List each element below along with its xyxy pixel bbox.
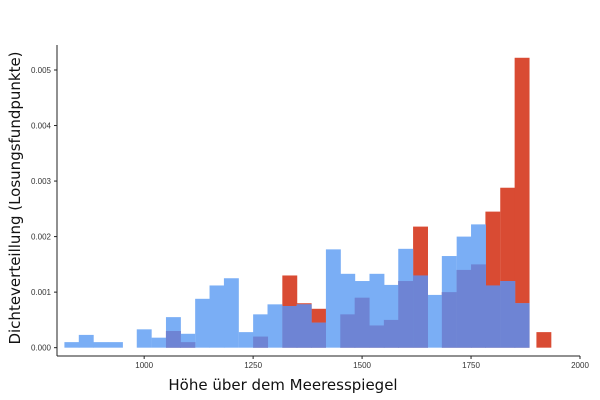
bar-series-1-bin-13 [267, 304, 283, 348]
bar-overlap-bin-17 [514, 303, 530, 348]
bar-overlap-bin-12 [441, 292, 457, 348]
bar-overlap-bin-2 [253, 336, 269, 348]
bar-overlap-bin-5 [311, 322, 326, 348]
bar-series-1-bin-10 [223, 278, 239, 348]
bar-series-0-bin-17 [514, 57, 530, 348]
y-tick-label: 0.001 [31, 288, 52, 297]
histogram-bars [64, 57, 552, 348]
bar-overlap-bin-13 [456, 269, 472, 348]
bar-series-1-bin-24 [427, 294, 443, 348]
x-tick-label: 1000 [135, 361, 153, 370]
y-tick-label: 0.000 [31, 344, 52, 353]
bar-overlap-bin-16 [500, 281, 516, 348]
bar-series-1-bin-0 [64, 342, 80, 348]
bar-overlap-bin-14 [471, 264, 486, 348]
bar-overlap-bin-7 [354, 297, 370, 348]
y-tick-label: 0.005 [31, 66, 52, 75]
bar-overlap-bin-15 [485, 285, 501, 348]
bar-series-1-bin-3 [107, 342, 123, 348]
bar-overlap-bin-4 [296, 304, 312, 348]
bar-series-1-bin-1 [78, 334, 94, 348]
bar-overlap-bin-3 [282, 306, 298, 348]
bar-series-1-bin-4 [136, 329, 152, 348]
y-tick-label: 0.003 [31, 177, 52, 186]
bar-series-1-bin-2 [93, 342, 109, 348]
y-tick-label: 0.002 [31, 233, 52, 242]
x-tick-label: 1500 [353, 361, 371, 370]
bar-overlap-bin-10 [398, 281, 414, 348]
bar-series-1-bin-9 [209, 285, 225, 348]
tick-labels: 1000 1250 1500 1750 2000 0.000 0.001 0.002 0.003… [31, 66, 589, 370]
x-tick-label: 1250 [244, 361, 262, 370]
bar-overlap-bin-1 [180, 342, 196, 348]
bar-overlap-bin-9 [383, 319, 399, 348]
bar-overlap-bin-0 [165, 331, 181, 348]
bar-series-1-bin-17 [325, 249, 341, 348]
bar-overlap-bin-11 [413, 275, 428, 348]
axes [54, 45, 581, 359]
y-axis-title: Dichteverteillung (Losungsfundpunkte) [6, 51, 24, 344]
bar-series-1-bin-5 [151, 337, 167, 348]
bar-series-1-bin-11 [238, 332, 254, 348]
x-axis-title: Höhe über dem Meeresspiegel [168, 376, 397, 394]
bar-series-0-bin-18 [536, 332, 552, 348]
y-tick-label: 0.004 [31, 122, 52, 131]
bar-series-1-bin-8 [195, 298, 211, 348]
x-tick-label: 2000 [571, 361, 589, 370]
bar-overlap-bin-6 [340, 314, 356, 348]
x-tick-label: 1750 [462, 361, 480, 370]
bar-overlap-bin-8 [369, 325, 385, 348]
